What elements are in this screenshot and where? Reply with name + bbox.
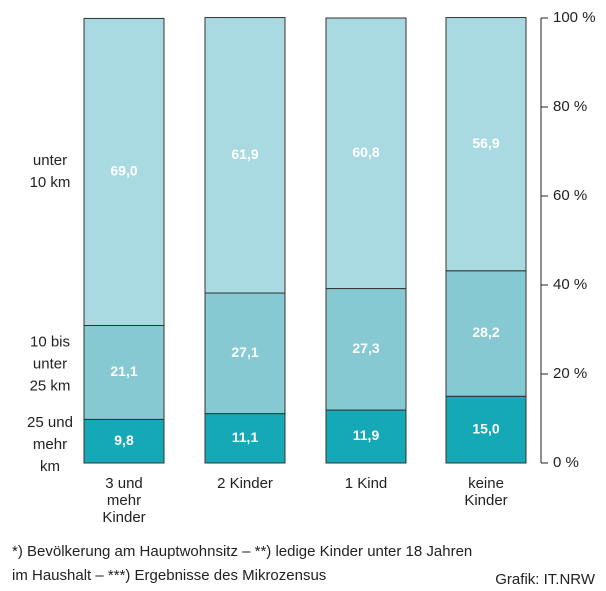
legend-label: 25 und mehr km bbox=[27, 414, 73, 475]
bar-segment bbox=[325, 409, 407, 464]
bar-segment bbox=[445, 270, 527, 397]
value-label: 61,9 bbox=[231, 146, 258, 162]
bar-segment bbox=[445, 395, 527, 464]
bar-segment bbox=[204, 17, 286, 294]
x-tick-label-line: 1 Kind bbox=[345, 475, 388, 492]
bar-segment bbox=[83, 17, 165, 326]
value-label: 21,1 bbox=[110, 363, 137, 379]
value-label: 56,9 bbox=[472, 135, 499, 151]
x-tick-label: keine Kinder bbox=[464, 475, 507, 509]
value-label: 69,0 bbox=[110, 163, 137, 179]
bar-segment bbox=[83, 418, 165, 464]
y-tick-label: 80 % bbox=[553, 98, 587, 115]
legend-label: 10 bis unter 25 km bbox=[30, 333, 71, 394]
bar-segment bbox=[325, 288, 407, 411]
bar-segment bbox=[325, 17, 407, 290]
footnote-line: im Haushalt – ***) Ergebnisse des Mikroz… bbox=[12, 567, 326, 584]
x-tick-label-line: 3 und bbox=[105, 475, 143, 492]
value-label: 9,8 bbox=[114, 432, 134, 448]
bar-segment bbox=[445, 17, 527, 272]
x-tick-label-line: mehr bbox=[107, 492, 141, 509]
footnote: *) Bevölkerung am Hauptwohnsitz – **) le… bbox=[12, 543, 472, 584]
legend-label: unter 10 km bbox=[30, 152, 71, 191]
legend-label-line: 25 und bbox=[27, 414, 73, 431]
x-tick-label-line: Kinder bbox=[102, 509, 145, 526]
value-label: 11,1 bbox=[232, 429, 259, 445]
legend-label-line: km bbox=[40, 458, 60, 475]
x-tick-label-line: 2 Kinder bbox=[217, 475, 273, 492]
x-tick-label: 3 und mehr Kinder bbox=[102, 475, 145, 526]
bar-segment bbox=[83, 324, 165, 420]
bar-segment bbox=[204, 292, 286, 415]
legend-label-line: 25 km bbox=[30, 377, 71, 394]
value-label: 11,9 bbox=[353, 427, 380, 443]
value-label: 27,1 bbox=[231, 344, 258, 360]
x-tick-label-line: Kinder bbox=[464, 492, 507, 509]
footnote-line: *) Bevölkerung am Hauptwohnsitz – **) le… bbox=[12, 543, 472, 560]
y-tick-label: 100 % bbox=[553, 9, 596, 26]
source: Grafik: IT.NRW bbox=[495, 571, 596, 588]
x-tick-label: 1 Kind bbox=[345, 475, 388, 492]
legend-label-line: mehr bbox=[33, 436, 67, 453]
bar-segment bbox=[204, 413, 286, 464]
legend-label-line: unter bbox=[33, 152, 67, 169]
legend-label-line: unter bbox=[33, 355, 67, 372]
value-label: 60,8 bbox=[352, 144, 379, 160]
value-label: 28,2 bbox=[472, 324, 499, 340]
value-label: 15,0 bbox=[472, 420, 499, 436]
y-tick-label: 40 % bbox=[553, 276, 587, 293]
x-tick-label-line: keine bbox=[468, 475, 504, 492]
x-tick-label: 2 Kinder bbox=[217, 475, 273, 492]
legend-label-line: 10 km bbox=[30, 174, 71, 191]
y-tick-label: 20 % bbox=[553, 365, 587, 382]
y-tick-label: 0 % bbox=[553, 454, 579, 471]
legend-label-line: 10 bis bbox=[30, 333, 70, 350]
y-tick-label: 60 % bbox=[553, 187, 587, 204]
value-label: 27,3 bbox=[352, 340, 379, 356]
